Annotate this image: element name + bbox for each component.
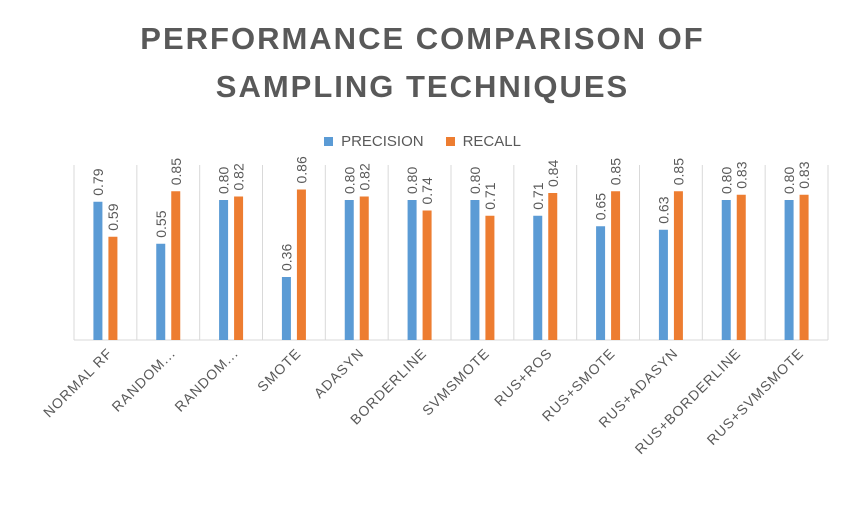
- bar-recall: [548, 193, 558, 340]
- data-label-recall: 0.71: [482, 182, 498, 209]
- data-label-recall: 0.82: [231, 163, 247, 190]
- data-label-precision: 0.80: [404, 167, 420, 194]
- legend-label-recall: RECALL: [462, 133, 521, 150]
- bar-precision: [470, 200, 480, 340]
- bar-recall: [234, 196, 244, 340]
- chart-title-line-2: SAMPLING TECHNIQUES: [215, 69, 630, 104]
- x-tick-label: RANDOM...: [108, 345, 178, 415]
- data-label-precision: 0.80: [341, 167, 357, 194]
- data-label-recall: 0.85: [670, 158, 686, 185]
- bar-precision: [784, 200, 794, 340]
- legend-label-precision: PRECISION: [341, 133, 424, 150]
- x-tick-label: NORMAL RF: [40, 345, 116, 421]
- bar-recall: [673, 191, 683, 340]
- data-label-precision: 0.80: [216, 167, 232, 194]
- data-label-recall: 0.85: [168, 158, 184, 185]
- legend-swatch-recall: [445, 137, 455, 146]
- data-label-recall: 0.86: [293, 156, 309, 183]
- legend-item-precision: PRECISION: [324, 133, 424, 150]
- data-label-recall: 0.82: [356, 163, 372, 190]
- bar-precision: [596, 226, 606, 340]
- data-label-recall: 0.59: [105, 203, 121, 230]
- data-label-recall: 0.83: [733, 161, 749, 188]
- bar-precision: [281, 277, 291, 340]
- bar-precision: [533, 215, 543, 340]
- x-tick-label: ADASYN: [311, 345, 367, 401]
- data-label-precision: 0.71: [530, 182, 546, 209]
- x-tick-label: RANDOM...: [171, 345, 241, 415]
- legend-swatch-precision: [324, 137, 334, 146]
- data-label-precision: 0.55: [153, 210, 169, 237]
- data-label-precision: 0.36: [278, 244, 294, 271]
- bar-recall: [422, 210, 432, 340]
- bar-recall: [799, 194, 809, 340]
- bar-recall: [171, 191, 181, 340]
- data-label-precision: 0.80: [718, 167, 734, 194]
- chart-title-line-1: PERFORMANCE COMPARISON OF: [140, 21, 705, 56]
- bar-recall: [108, 236, 118, 340]
- bar-precision: [658, 229, 668, 340]
- bar-recall: [359, 196, 369, 340]
- bar-recall: [296, 189, 306, 340]
- bar-precision: [407, 200, 417, 340]
- data-label-recall: 0.85: [608, 158, 624, 185]
- data-label-precision: 0.65: [593, 193, 609, 220]
- bar-recall: [611, 191, 621, 340]
- x-tick-label: SVMSMOTE: [419, 345, 493, 419]
- bar-precision: [156, 243, 166, 340]
- data-label-precision: 0.79: [90, 168, 106, 195]
- data-label-recall: 0.83: [796, 161, 812, 188]
- bar-recall: [485, 215, 495, 340]
- legend-item-recall: RECALL: [445, 133, 521, 150]
- bar-precision: [219, 200, 229, 340]
- data-label-precision: 0.63: [655, 196, 671, 223]
- x-tick-label: RUS+BORDERLINE: [632, 345, 744, 457]
- data-label-recall: 0.74: [419, 177, 435, 204]
- bar-recall: [736, 194, 746, 340]
- bar-precision: [344, 200, 354, 340]
- data-label-precision: 0.80: [467, 167, 483, 194]
- bar-precision: [721, 200, 731, 340]
- legend: PRECISION RECALL: [0, 133, 845, 150]
- bar-precision: [93, 201, 103, 340]
- x-tick-label: RUS+ROS: [491, 345, 555, 409]
- data-label-precision: 0.80: [781, 167, 797, 194]
- x-tick-label: SMOTE: [254, 345, 304, 395]
- data-label-recall: 0.84: [545, 160, 561, 187]
